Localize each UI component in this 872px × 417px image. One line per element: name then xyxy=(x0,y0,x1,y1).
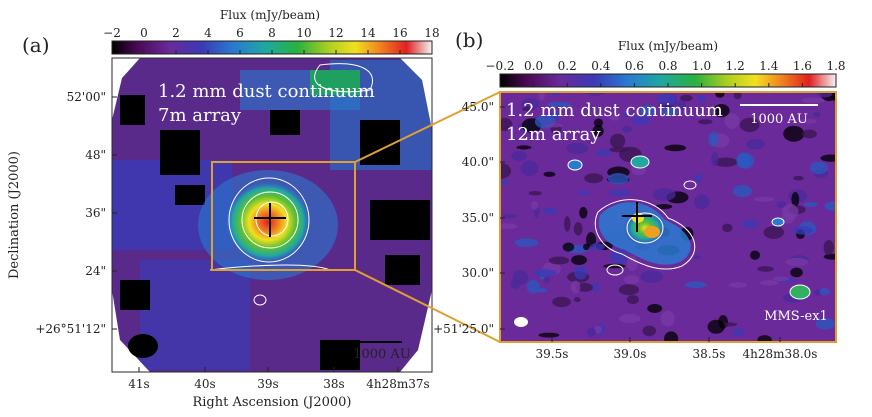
panel-a-y-ticks: 52'00" 48" 36" 24" +26°51'12" xyxy=(35,90,117,336)
panel-a-beam xyxy=(128,334,158,358)
panel-a-colorbar-ticks: −2 0 2 4 6 8 10 12 14 16 18 xyxy=(103,26,440,54)
panel-b-colorbar-tick-1: 0.0 xyxy=(524,59,543,73)
panel-b-x-tick-2: 38.5s xyxy=(693,347,726,361)
panel-a-y-tick-2: 36" xyxy=(85,206,106,220)
panel-b-overlay-line1: 1.2 mm dust continuum xyxy=(506,100,723,121)
zoom-connector-bottom xyxy=(354,269,501,343)
panel-a-scalebar-label: 1000 AU xyxy=(353,347,411,362)
panel-a-colorbar-tick-5: 8 xyxy=(268,26,276,40)
panel-b-colorbar-tick-10: 1.8 xyxy=(826,59,845,73)
panel-a-overlay-line1: 1.2 mm dust continuum xyxy=(158,81,375,102)
panel-b-x-tick-1: 39.0s xyxy=(614,347,647,361)
panel-a-x-tick-4: 4h28m37s xyxy=(366,377,429,391)
panel-b-colorbar-tick-7: 1.2 xyxy=(726,59,745,73)
panel-b-y-tick-4: +51'25.0" xyxy=(433,322,494,336)
panel-b-map xyxy=(500,92,836,342)
panel-b-x-tick-0: 39.5s xyxy=(536,347,569,361)
panel-a-y-tick-0: 52'00" xyxy=(67,90,106,104)
panel-a-x-axis-title: Right Ascension (J2000) xyxy=(192,395,351,410)
panel-a-label: (a) xyxy=(22,33,50,57)
panel-a-overlay-line2: 7m array xyxy=(158,105,242,126)
panel-b-source-label: MMS-ex1 xyxy=(764,309,828,324)
panel-b-y-tick-0: 45.0" xyxy=(462,100,494,114)
panel-a-colorbar-title: Flux (mJy/beam) xyxy=(220,8,320,22)
panel-b-scalebar-label: 1000 AU xyxy=(750,112,808,127)
panel-b-colorbar-tick-4: 0.6 xyxy=(625,59,644,73)
panel-b-colorbar-tick-6: 1.0 xyxy=(692,59,711,73)
panel-b-source-cross xyxy=(622,202,652,232)
panel-b-colorbar-tick-9: 1.6 xyxy=(793,59,812,73)
panel-a-x-ticks: 41s 40s 39s 38s 4h28m37s xyxy=(128,367,430,391)
panel-a-y-axis-title: Declination (J2000) xyxy=(7,151,22,279)
panel-a-colorbar-tick-2: 2 xyxy=(172,26,180,40)
panel-b-colorbar-ticks: −0.2 0.0 0.2 0.4 0.6 0.8 1.0 1.2 1.4 1.6 1.8 xyxy=(485,59,846,87)
panel-a-source-cross xyxy=(254,203,286,237)
panel-a-colorbar-tick-7: 12 xyxy=(328,26,343,40)
panel-a-map xyxy=(112,58,432,372)
panel-a-colorbar-tick-10: 18 xyxy=(424,26,439,40)
panel-a-y-tick-4: +26°51'12" xyxy=(35,322,106,336)
panel-a-x-tick-0: 41s xyxy=(128,377,149,391)
panel-b-x-ticks: 39.5s 39.0s 38.5s 4h28m38.0s xyxy=(536,337,818,361)
panel-a-x-tick-2: 39s xyxy=(257,377,278,391)
panel-b-colorbar-tick-2: 0.2 xyxy=(558,59,577,73)
panel-a-colorbar-tick-3: 4 xyxy=(204,26,212,40)
panel-a-x-tick-3: 38s xyxy=(323,377,344,391)
panel-a-colorbar-tick-8: 14 xyxy=(360,26,376,40)
panel-b-y-tick-2: 35.0" xyxy=(462,211,494,225)
zoom-connector-top xyxy=(354,91,501,163)
panel-a-zoom-box xyxy=(211,161,356,271)
panel-a-y-tick-1: 48" xyxy=(85,148,106,162)
panel-b-y-tick-1: 40.0" xyxy=(462,155,494,169)
panel-b-colorbar-tick-5: 0.8 xyxy=(658,59,677,73)
panel-b-colorbar-title: Flux (mJy/beam) xyxy=(618,39,718,53)
panel-b-colorbar-tick-8: 1.4 xyxy=(759,59,778,73)
panel-b-beam xyxy=(514,317,528,327)
panel-a-colorbar-tick-1: 0 xyxy=(140,26,148,40)
panel-a-colorbar-tick-4: 6 xyxy=(236,26,244,40)
panel-b-y-tick-3: 30.0" xyxy=(462,266,494,280)
panel-a-frame xyxy=(111,57,433,373)
panel-b-x-tick-3: 4h28m38.0s xyxy=(743,347,818,361)
panel-a-x-tick-1: 40s xyxy=(194,377,215,391)
panel-b-overlay-line2: 12m array xyxy=(506,124,601,145)
panel-b-frame xyxy=(499,91,837,343)
panel-b-label: (b) xyxy=(455,28,483,52)
panel-a-colorbar-tick-6: 10 xyxy=(296,26,311,40)
panel-a-colorbar-tick-0: −2 xyxy=(103,26,121,40)
panel-a-y-tick-3: 24" xyxy=(85,264,106,278)
panel-b-colorbar-tick-3: 0.4 xyxy=(591,59,610,73)
panel-a-colorbar-tick-9: 16 xyxy=(392,26,407,40)
panel-b-colorbar-tick-0: −0.2 xyxy=(485,59,514,73)
panel-b-y-ticks: 45.0" 40.0" 35.0" 30.0" +51'25.0" xyxy=(433,100,505,336)
